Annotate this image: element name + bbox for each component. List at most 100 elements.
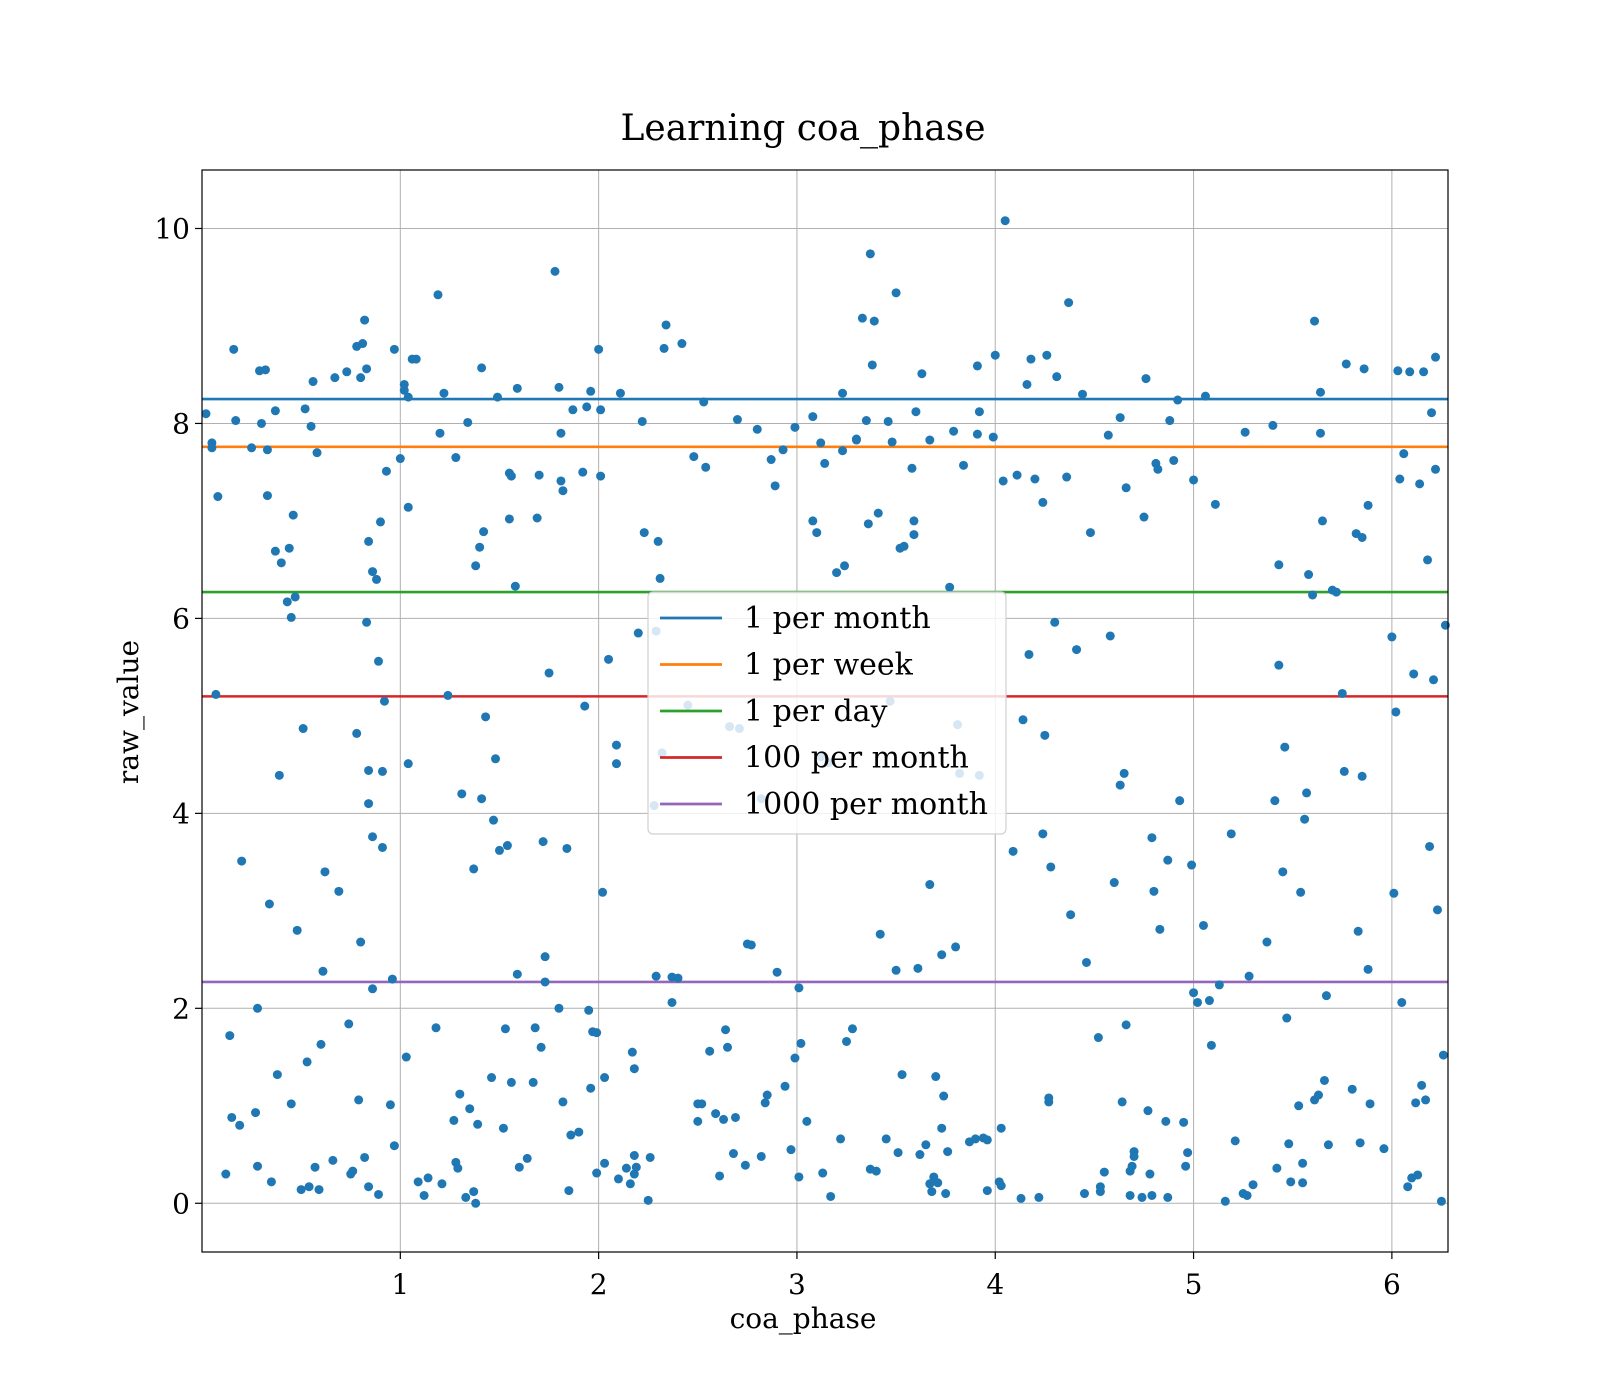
- data-point: [1117, 1097, 1127, 1107]
- data-point: [911, 407, 921, 417]
- data-point: [316, 1039, 326, 1049]
- data-point: [558, 486, 568, 496]
- data-point: [282, 597, 292, 607]
- data-point: [354, 1095, 364, 1105]
- data-point: [996, 1181, 1006, 1191]
- data-point: [871, 1166, 881, 1176]
- data-point: [816, 438, 826, 448]
- data-point: [1200, 391, 1210, 401]
- data-point: [1115, 413, 1125, 423]
- data-point: [320, 867, 330, 877]
- data-point: [1314, 1090, 1324, 1100]
- data-point: [433, 290, 443, 300]
- data-point: [740, 1160, 750, 1170]
- data-point: [469, 864, 479, 874]
- data-point: [1179, 1117, 1189, 1127]
- data-point: [600, 1073, 610, 1083]
- data-point: [334, 886, 344, 896]
- data-point: [276, 558, 286, 568]
- data-point: [221, 1169, 231, 1179]
- data-point: [455, 1089, 465, 1099]
- data-point: [699, 397, 709, 407]
- data-point: [1379, 1144, 1389, 1154]
- data-point: [629, 1064, 639, 1074]
- data-point: [1310, 316, 1320, 326]
- data-point: [401, 1052, 411, 1062]
- data-point: [1189, 475, 1199, 485]
- legend-label: 1 per month: [744, 601, 931, 636]
- data-point: [256, 418, 266, 428]
- legend-label: 1 per day: [744, 694, 888, 729]
- legend: 1 per month 1 per week 1 per day 100 per mo…: [647, 591, 1007, 835]
- data-point: [645, 1152, 655, 1162]
- data-point: [1119, 768, 1129, 778]
- data-point: [943, 1147, 953, 1157]
- data-point: [562, 843, 572, 853]
- data-point: [1143, 1106, 1153, 1116]
- data-point: [1282, 1013, 1292, 1023]
- data-point: [403, 502, 413, 512]
- data-point: [1419, 367, 1429, 377]
- data-point: [899, 541, 909, 551]
- data-point: [352, 728, 362, 738]
- data-point: [1129, 1151, 1139, 1161]
- data-point: [802, 1116, 812, 1126]
- data-point: [1397, 997, 1407, 1007]
- data-point: [385, 1100, 395, 1110]
- data-point: [972, 361, 982, 371]
- data-point: [673, 973, 683, 983]
- data-point: [514, 1162, 524, 1172]
- data-point: [330, 373, 340, 383]
- data-point: [443, 690, 453, 700]
- data-point: [907, 463, 917, 473]
- data-point: [1353, 926, 1363, 936]
- data-point: [730, 1112, 740, 1122]
- data-point: [818, 1168, 828, 1178]
- data-point: [790, 1053, 800, 1063]
- data-point: [395, 454, 405, 464]
- data-point: [939, 1091, 949, 1101]
- data-point: [780, 1081, 790, 1091]
- data-point: [538, 837, 548, 847]
- data-point: [564, 1186, 574, 1196]
- data-point: [1391, 707, 1401, 717]
- data-point: [544, 668, 554, 678]
- data-point: [471, 1198, 481, 1208]
- y-tick-label: 4: [172, 797, 190, 830]
- data-point: [451, 453, 461, 463]
- data-point: [1204, 996, 1214, 1006]
- data-point: [556, 476, 566, 486]
- data-point: [449, 1115, 459, 1125]
- data-point: [711, 1109, 721, 1119]
- data-point: [364, 765, 374, 775]
- data-point: [1296, 887, 1306, 897]
- data-point: [582, 402, 592, 412]
- data-point: [867, 360, 877, 370]
- data-point: [1127, 1161, 1137, 1171]
- data-point: [328, 1155, 338, 1165]
- data-point: [756, 1151, 766, 1161]
- data-point: [996, 1123, 1006, 1133]
- data-point: [437, 1179, 447, 1189]
- data-point: [457, 789, 467, 799]
- data-point: [530, 1023, 540, 1033]
- data-point: [387, 974, 397, 984]
- data-point: [1078, 389, 1088, 399]
- data-point: [381, 466, 391, 476]
- data-point: [990, 350, 1000, 360]
- data-point: [697, 1099, 707, 1109]
- legend-label: 1000 per month: [744, 787, 988, 822]
- data-point: [760, 1098, 770, 1108]
- data-point: [494, 845, 504, 855]
- data-point: [580, 701, 590, 711]
- data-point: [310, 1162, 320, 1172]
- data-point: [1339, 766, 1349, 776]
- data-point: [732, 415, 742, 425]
- data-point: [1411, 1098, 1421, 1108]
- data-point: [847, 1024, 857, 1034]
- data-point: [1389, 888, 1399, 898]
- data-point: [1121, 483, 1131, 493]
- data-point: [1302, 788, 1312, 798]
- data-point: [1393, 366, 1403, 376]
